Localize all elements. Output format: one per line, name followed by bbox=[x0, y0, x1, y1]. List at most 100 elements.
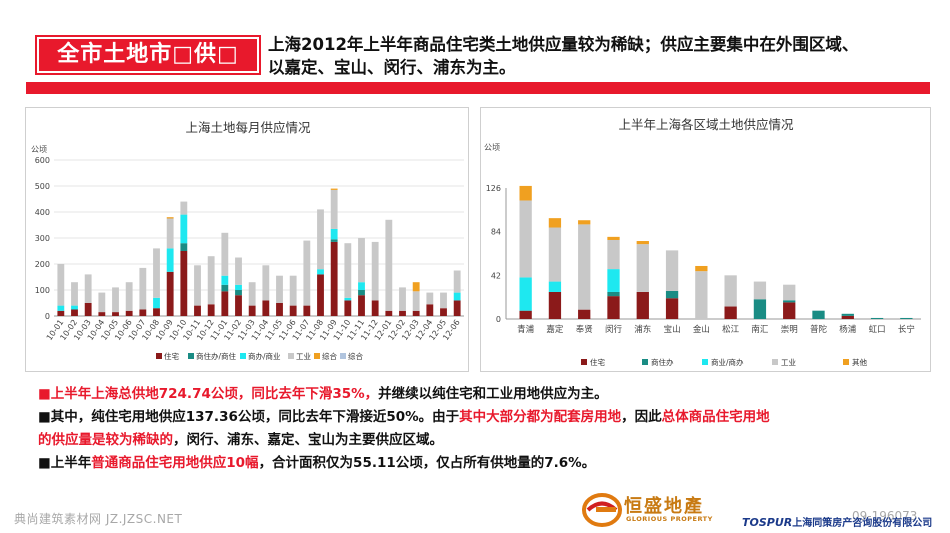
chart1-bar-segment bbox=[153, 297, 160, 309]
chart2-bar-segment bbox=[578, 220, 591, 225]
headline: 上海2012年上半年商品住宅类土地供应量较为稀缺；供应主要集中在外围区域、 以嘉… bbox=[268, 33, 938, 79]
chart1-bar-segment bbox=[289, 275, 297, 306]
chart1-bar-segment bbox=[235, 295, 242, 316]
chart1-bar-segment bbox=[426, 292, 434, 305]
tospur-brand: TOSPUR bbox=[742, 516, 793, 529]
chart2-legend-label: 商业/商办 bbox=[711, 357, 744, 367]
chart2-y-tick: 0 bbox=[496, 315, 501, 324]
chart2-bar-segment bbox=[548, 281, 562, 292]
chart2-x-tick: 杨浦 bbox=[839, 324, 857, 335]
chart2-bar-segment bbox=[636, 244, 649, 292]
chart1-bar-segment bbox=[385, 310, 393, 316]
chart1-legend-swatch bbox=[340, 353, 346, 359]
chart1-bar-segment bbox=[235, 257, 242, 285]
headline-line-1: 上海2012年上半年商品住宅类土地供应量较为稀缺；供应主要集中在外围区域、 bbox=[268, 35, 859, 54]
logo-en-text: GLORIOUS PROPERTY bbox=[626, 515, 713, 523]
chart2-bar-segment bbox=[665, 298, 679, 319]
chart1-bar-segment bbox=[153, 248, 160, 298]
chart2-title: 上半年上海各区域土地供应情况 bbox=[618, 117, 794, 132]
chart1-bar-segment bbox=[412, 282, 420, 292]
chart1-bar-segment bbox=[330, 241, 338, 316]
chart2-bar-segment bbox=[548, 291, 562, 319]
chart2-y-tick: 42 bbox=[491, 271, 501, 280]
chart1-bar-segment bbox=[358, 238, 365, 283]
chart1-bar-segment bbox=[453, 292, 461, 301]
chart1-y-tick: 500 bbox=[35, 182, 50, 191]
chart2-x-tick: 松江 bbox=[722, 324, 740, 335]
district-supply-chart-panel: 上半年上海各区域土地供应情况 公顷 0 42 84 126 青浦 嘉定 奉贤 闵行 浦东 宝山 金山 松江… bbox=[480, 107, 931, 372]
glorious-logo-icon bbox=[582, 493, 622, 527]
chart2-bar-segment bbox=[841, 313, 854, 316]
chart2-bar-segment bbox=[724, 275, 737, 307]
chart2-legend-label: 商住办 bbox=[651, 357, 674, 367]
chart2-x-tick: 金山 bbox=[693, 324, 710, 335]
chart1-bar-segment bbox=[235, 290, 242, 296]
chart2-bar-segment bbox=[900, 317, 913, 319]
chart1-legend-label: 工业 bbox=[296, 351, 311, 361]
chart1-bar-segment bbox=[221, 291, 229, 316]
chart1-y-tick: 300 bbox=[35, 234, 50, 243]
chart2-bar-segment bbox=[607, 236, 620, 240]
chart1-bar-segment bbox=[180, 243, 188, 251]
chart1-legend-swatch bbox=[156, 353, 162, 359]
chart2-bar-segment bbox=[636, 291, 649, 319]
bullet-3: ■上半年普通商品住宅用地供应10幅，合计面积仅为55.11公顷，仅占所有供地量的… bbox=[38, 452, 928, 475]
chart1-bar-segment bbox=[139, 309, 147, 316]
bullet-2-text-a: ■其中，纯住宅用地供应137.36公顷，同比去年下滑接近50%。由于 bbox=[38, 409, 460, 425]
chart1-bar-segment bbox=[276, 303, 283, 316]
chart1-bar-segment bbox=[358, 295, 365, 316]
chart1-legend-swatch bbox=[288, 353, 294, 359]
red-divider-band bbox=[26, 82, 930, 94]
chart2-bar-segment bbox=[695, 265, 708, 272]
chart1-bar-segment bbox=[194, 305, 201, 316]
chart1-bar-segment bbox=[98, 292, 106, 313]
chart1-y-tick: 0 bbox=[45, 312, 50, 321]
chart1-y-tick: 600 bbox=[35, 156, 50, 165]
chart1-bar-segment bbox=[453, 300, 461, 316]
chart2-x-tick: 闵行 bbox=[605, 324, 623, 335]
chart2-legend-swatch bbox=[772, 359, 778, 365]
chart1-legend-label: 综合 bbox=[348, 351, 363, 361]
chart2-bar-segment bbox=[519, 200, 532, 278]
chart1-bar-segment bbox=[207, 304, 215, 316]
chart1-bar-segment bbox=[330, 239, 338, 242]
chart2-x-tick: 普陀 bbox=[810, 324, 828, 335]
watermark-left: 典尚建筑素材网 JZ.JZSC.NET bbox=[14, 512, 183, 526]
chart2-bar-segment bbox=[724, 306, 737, 319]
chart2-bar-segment bbox=[783, 302, 796, 319]
chart2-bar-segment bbox=[578, 224, 591, 310]
summary-bullets: ■上半年上海总供地724.74公顷，同比去年下滑35%，并继续以纯住宅和工业用地… bbox=[38, 383, 928, 475]
chart1-legend-label: 综合 bbox=[322, 351, 337, 361]
chart2-y-tick: 84 bbox=[491, 228, 501, 237]
chart1-legend-label: 住宅 bbox=[164, 351, 179, 361]
chart2-bar-segment bbox=[870, 317, 884, 319]
bullet-4-text-a: ■上半年 bbox=[38, 455, 92, 471]
bullet-1-text: 并继续以纯住宅和工业用地供应为主。 bbox=[378, 386, 608, 402]
chart1-bar-segment bbox=[358, 290, 365, 296]
chart1-legend-swatch bbox=[240, 353, 246, 359]
chart1-title: 上海土地每月供应情况 bbox=[185, 120, 311, 135]
chart1-bar-segment bbox=[453, 270, 461, 293]
chart1-bar-segment bbox=[112, 312, 119, 316]
bullet-3-text: ，闵行、浦东、嘉定、宝山为主要供应区域。 bbox=[173, 432, 443, 448]
chart2-bar-segment bbox=[519, 310, 532, 319]
chart2-x-tick: 浦东 bbox=[634, 324, 651, 335]
bullet-4-highlight: 普通商品住宅用地供应10幅 bbox=[91, 455, 259, 471]
monthly-supply-chart: 上海土地每月供应情况公顷010020030040050060010-0110-0… bbox=[31, 120, 464, 361]
chart1-bar-segment bbox=[330, 189, 338, 229]
chart1-bar-segment bbox=[166, 217, 174, 219]
chart2-bar-segment bbox=[548, 227, 562, 282]
chart2-x-tick: 宝山 bbox=[664, 324, 681, 335]
chart1-legend-swatch bbox=[314, 353, 320, 359]
chart1-legend-swatch bbox=[188, 353, 194, 359]
chart1-bar-segment bbox=[303, 240, 311, 306]
chart1-bar-segment bbox=[344, 297, 352, 301]
chart2-y-unit: 公顷 bbox=[484, 143, 500, 152]
chart2-legend-label: 住宅 bbox=[590, 357, 605, 367]
glorious-property-logo: 恒盛地產 GLORIOUS PROPERTY bbox=[578, 490, 730, 530]
chart2-x-tick: 嘉定 bbox=[546, 324, 564, 335]
chart1-bar-segment bbox=[235, 284, 242, 290]
chart1-bar-segment bbox=[317, 269, 324, 275]
chart2-x-tick: 崇明 bbox=[781, 325, 798, 335]
